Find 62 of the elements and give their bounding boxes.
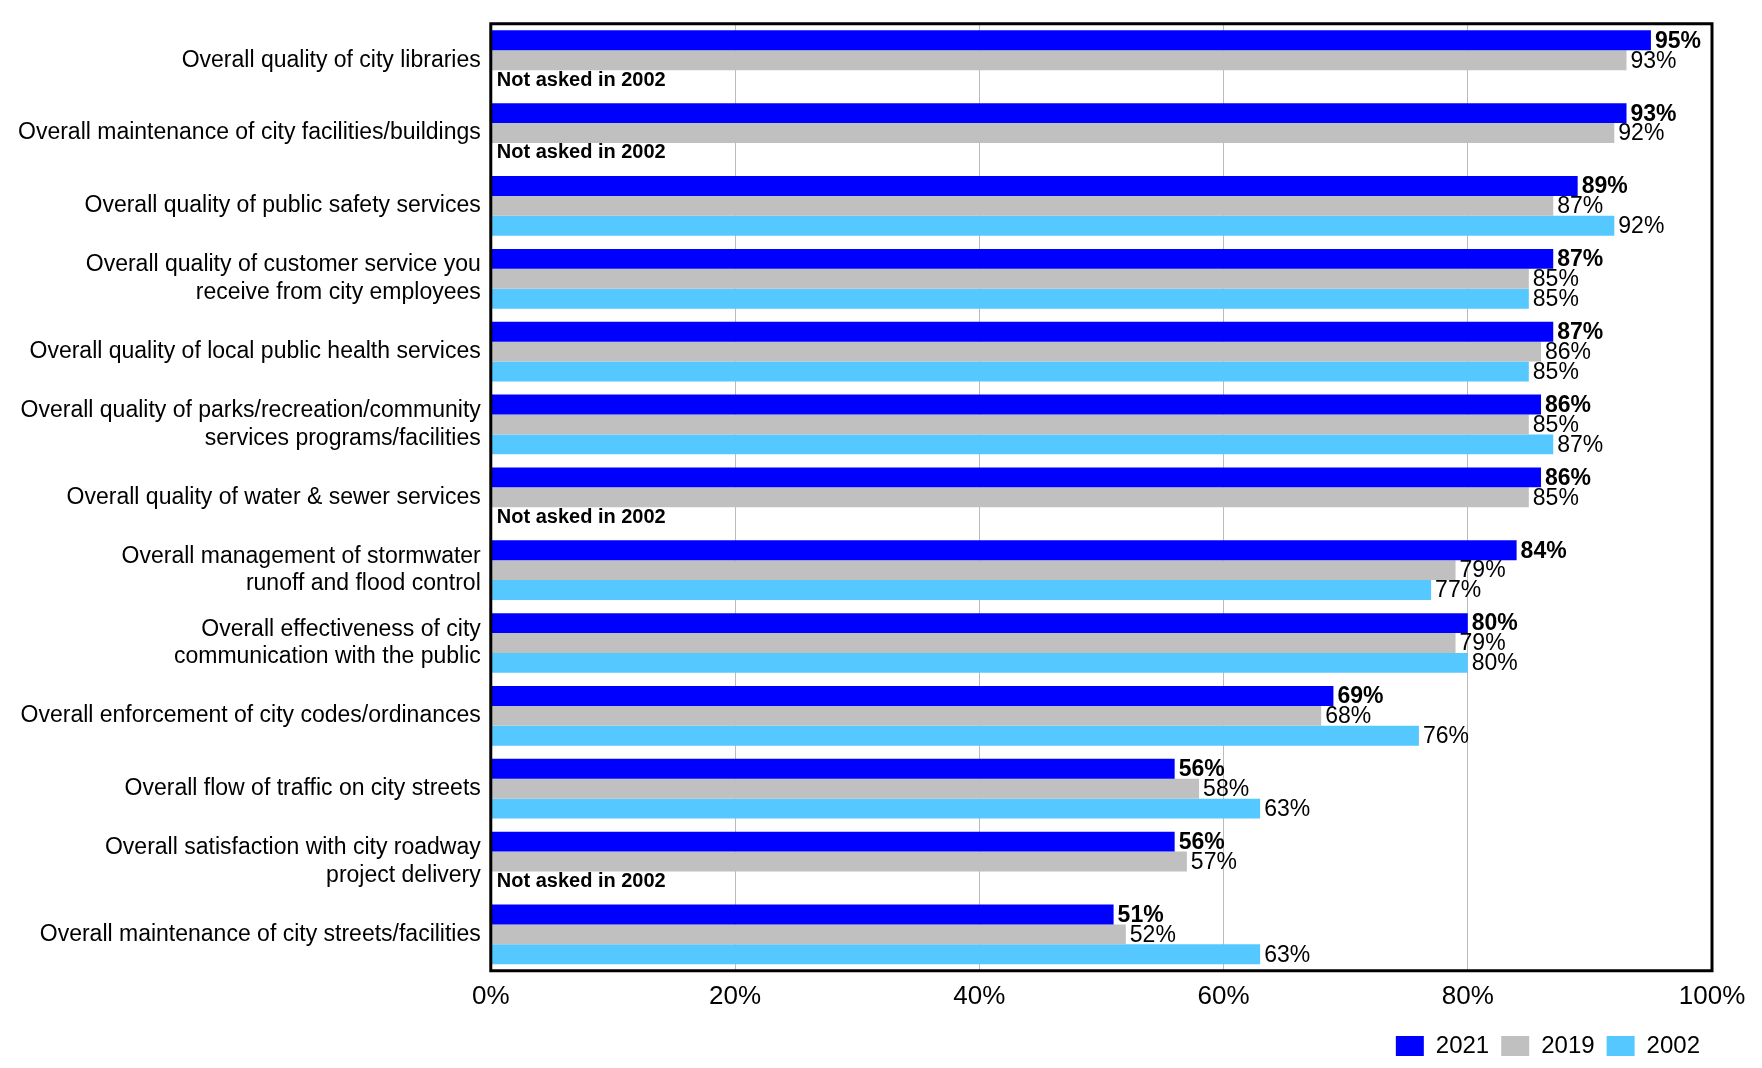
bar (491, 321, 1554, 342)
bar (491, 798, 1261, 819)
bar (491, 705, 1322, 726)
bar (491, 652, 1468, 673)
x-tick-label: 40% (953, 979, 1006, 1010)
bar (491, 685, 1334, 706)
bar (491, 633, 1456, 653)
y-tick-label: Overall management of stormwater runoff and flood control (121, 541, 482, 596)
bar (491, 467, 1542, 488)
data-label: 63% (1264, 940, 1311, 967)
data-label: 76% (1422, 722, 1469, 749)
bar (491, 103, 1627, 124)
y-tick-label: Overall maintenance of city facilities/buildings (17, 118, 481, 145)
bar (491, 176, 1578, 196)
bar (491, 341, 1542, 362)
x-tick-label: 20% (709, 979, 762, 1010)
x-tick-label: 0% (471, 979, 510, 1010)
bar (491, 361, 1529, 382)
bar (491, 580, 1432, 601)
bar (491, 924, 1126, 945)
bar (491, 944, 1261, 965)
bar (491, 268, 1529, 289)
x-tick-label: 60% (1197, 979, 1250, 1010)
data-label: 63% (1264, 794, 1311, 821)
bar (491, 414, 1529, 435)
bar (491, 288, 1529, 309)
bar (491, 613, 1468, 634)
y-tick-label: Overall quality of customer service you receive from city employees (85, 250, 481, 304)
bar (491, 778, 1200, 799)
data-label: 84% (1520, 536, 1567, 563)
y-tick-label: Overall quality of local public health services (29, 336, 481, 363)
bar (491, 248, 1554, 269)
bar (491, 30, 1651, 51)
y-tick-label: Overall enforcement of city codes/ordinances (20, 701, 481, 728)
legend-label: 2002 (1646, 1030, 1700, 1058)
bar (491, 394, 1542, 415)
bar (491, 725, 1419, 746)
bar (491, 758, 1175, 779)
bar (491, 215, 1615, 236)
legend-label: 2019 (1541, 1030, 1595, 1058)
annotation: Not asked in 2002 (496, 868, 666, 891)
x-tick-label: 80% (1441, 979, 1494, 1010)
annotation: Not asked in 2002 (496, 504, 666, 527)
legend-label: 2021 (1435, 1030, 1490, 1058)
bar (491, 195, 1554, 216)
y-tick-label: Overall quality of parks/recreation/community services programs/facilities (20, 396, 482, 450)
y-tick-label: Overall effectiveness of city communication with the public (173, 614, 482, 669)
annotation: Not asked in 2002 (496, 67, 666, 90)
x-tick-label: 100% (1678, 979, 1746, 1010)
bar (491, 560, 1456, 581)
bar (491, 831, 1175, 852)
annotation: Not asked in 2002 (496, 140, 666, 163)
y-tick-label: Overall quality of water & sewer services (66, 482, 481, 509)
y-tick-label: Overall satisfaction with city roadway project delivery (104, 833, 482, 887)
bar (491, 434, 1554, 455)
y-tick-label: Overall quality of public safety services (84, 191, 481, 218)
y-tick-label: Overall quality of city libraries (181, 45, 481, 72)
bar (491, 904, 1114, 925)
y-tick-label: Overall maintenance of city streets/facilities (39, 919, 481, 946)
y-tick-label: Overall flow of traffic on city streets (124, 774, 481, 801)
data-label: 92% (1618, 212, 1665, 239)
bar (491, 540, 1517, 561)
